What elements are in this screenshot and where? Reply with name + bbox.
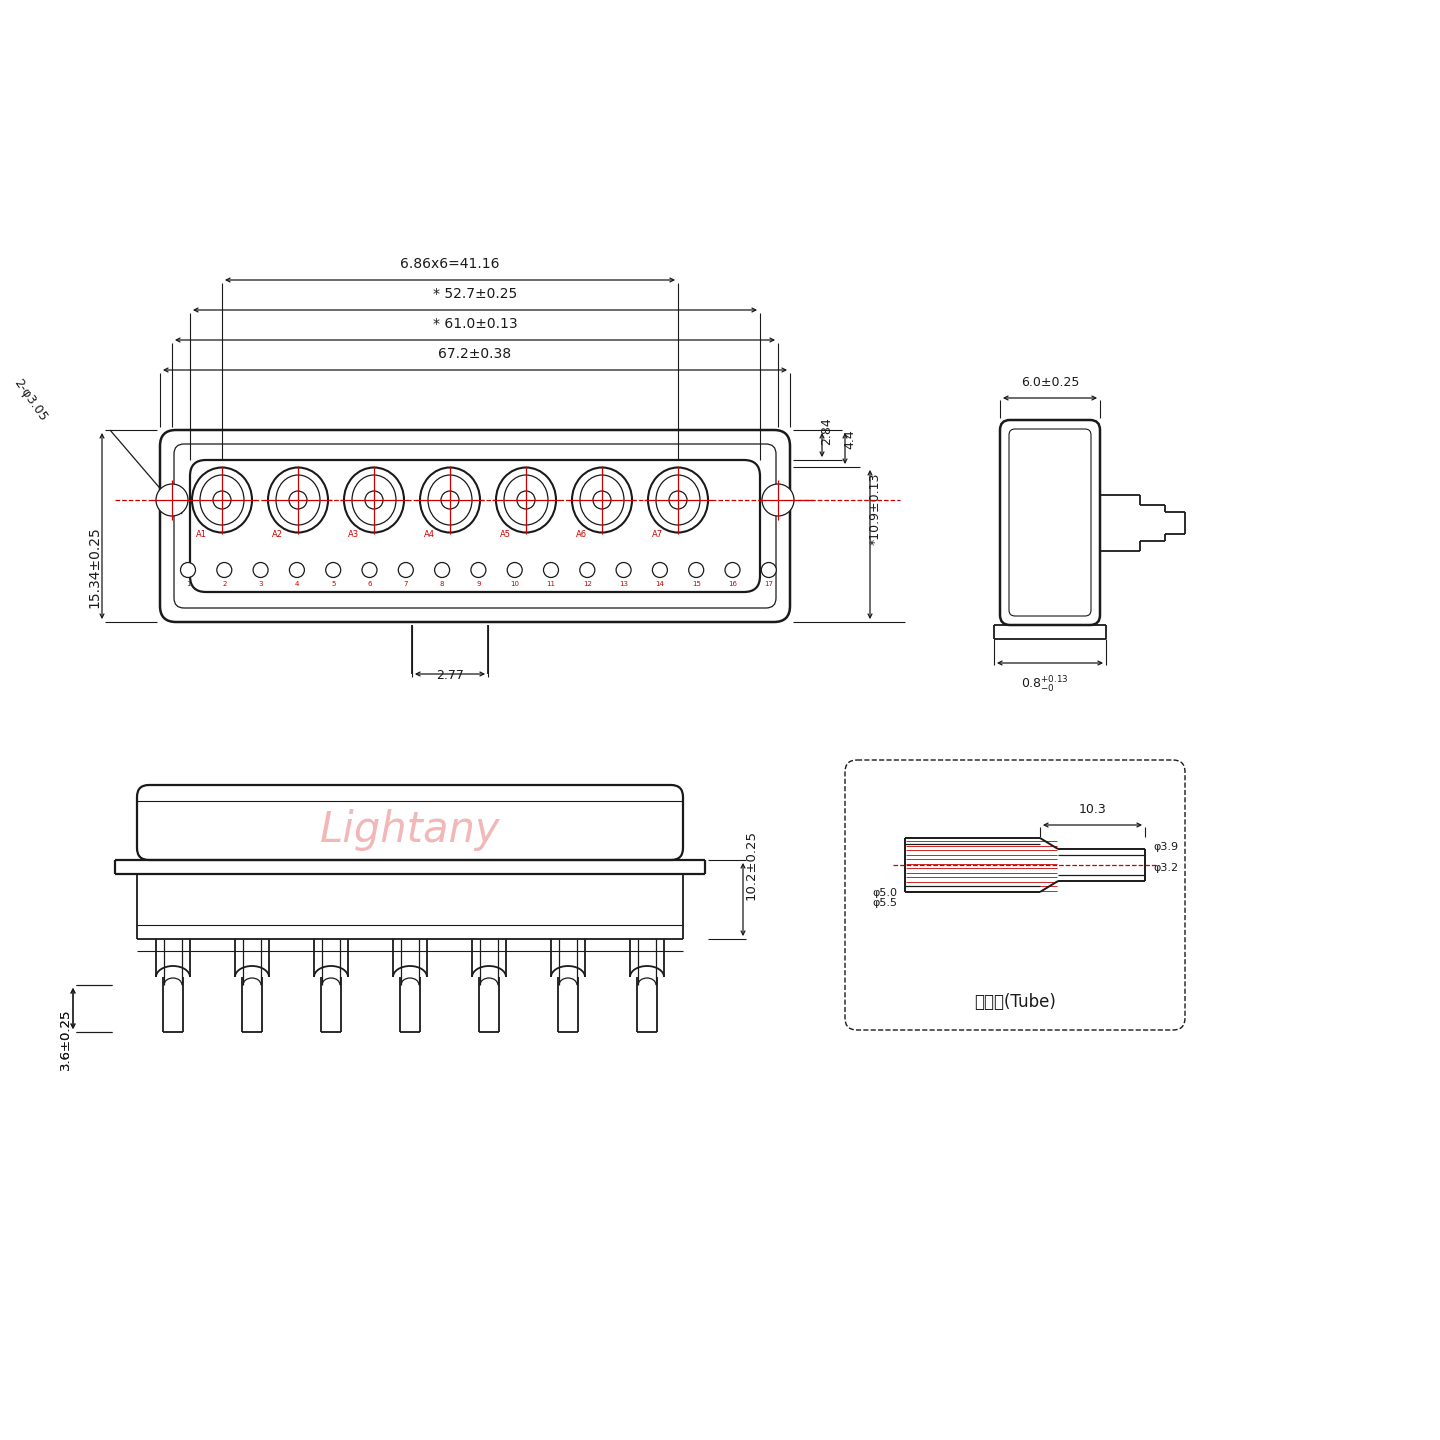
- Text: Lightany: Lightany: [320, 808, 500, 851]
- FancyBboxPatch shape: [845, 760, 1185, 1030]
- Text: 7: 7: [403, 580, 408, 588]
- Circle shape: [289, 563, 304, 577]
- Text: A3: A3: [348, 530, 359, 539]
- Circle shape: [507, 563, 523, 577]
- Text: φ3.9: φ3.9: [1153, 842, 1178, 852]
- Circle shape: [670, 491, 687, 508]
- Text: 6.0±0.25: 6.0±0.25: [1021, 376, 1079, 389]
- Circle shape: [762, 484, 793, 516]
- Ellipse shape: [657, 475, 700, 526]
- Text: 10.3: 10.3: [1079, 804, 1106, 816]
- Text: 2-φ3.05: 2-φ3.05: [12, 376, 50, 423]
- Circle shape: [156, 484, 189, 516]
- Circle shape: [441, 491, 459, 508]
- Text: 14: 14: [655, 580, 664, 588]
- Text: 10.2±0.25: 10.2±0.25: [744, 829, 757, 900]
- Circle shape: [217, 563, 232, 577]
- Text: 1: 1: [186, 580, 190, 588]
- Ellipse shape: [420, 468, 480, 533]
- FancyBboxPatch shape: [137, 785, 683, 860]
- FancyBboxPatch shape: [160, 431, 791, 622]
- Text: 17: 17: [765, 580, 773, 588]
- Circle shape: [471, 563, 485, 577]
- Ellipse shape: [428, 475, 472, 526]
- Text: 13: 13: [619, 580, 628, 588]
- Ellipse shape: [572, 468, 632, 533]
- Text: 3.6±0.25: 3.6±0.25: [59, 1008, 72, 1070]
- Circle shape: [325, 563, 341, 577]
- Ellipse shape: [648, 468, 708, 533]
- Circle shape: [399, 563, 413, 577]
- Text: 屏蔽管(Tube): 屏蔽管(Tube): [973, 994, 1056, 1011]
- Text: 6: 6: [367, 580, 372, 588]
- Text: 4: 4: [295, 580, 300, 588]
- Text: A6: A6: [576, 530, 588, 539]
- Circle shape: [180, 563, 196, 577]
- Text: * 52.7±0.25: * 52.7±0.25: [433, 287, 517, 301]
- Text: 3.6±0.25: 3.6±0.25: [59, 1008, 72, 1070]
- Text: 15.34±0.25: 15.34±0.25: [86, 526, 101, 608]
- Text: 12: 12: [583, 580, 592, 588]
- Circle shape: [435, 563, 449, 577]
- Text: A7: A7: [652, 530, 664, 539]
- Ellipse shape: [495, 468, 556, 533]
- FancyBboxPatch shape: [999, 420, 1100, 625]
- Text: 67.2±0.38: 67.2±0.38: [438, 347, 511, 361]
- Ellipse shape: [580, 475, 624, 526]
- Circle shape: [593, 491, 611, 508]
- Text: A1: A1: [196, 530, 207, 539]
- Circle shape: [361, 563, 377, 577]
- Ellipse shape: [344, 468, 405, 533]
- Ellipse shape: [276, 475, 320, 526]
- Circle shape: [543, 563, 559, 577]
- Text: 9: 9: [477, 580, 481, 588]
- Text: 5: 5: [331, 580, 336, 588]
- Text: 0.8$^{+0.13}_{-0}$: 0.8$^{+0.13}_{-0}$: [1021, 675, 1068, 696]
- Circle shape: [213, 491, 230, 508]
- Circle shape: [652, 563, 667, 577]
- Circle shape: [253, 563, 268, 577]
- Ellipse shape: [504, 475, 549, 526]
- Ellipse shape: [200, 475, 243, 526]
- Text: φ5.5: φ5.5: [873, 899, 897, 909]
- FancyBboxPatch shape: [190, 459, 760, 592]
- Text: 2.77: 2.77: [436, 670, 464, 683]
- Text: 10: 10: [510, 580, 520, 588]
- Text: A2: A2: [272, 530, 284, 539]
- Circle shape: [724, 563, 740, 577]
- Text: 16: 16: [729, 580, 737, 588]
- Text: 15: 15: [691, 580, 701, 588]
- Text: 2.84: 2.84: [821, 418, 834, 445]
- Circle shape: [688, 563, 704, 577]
- Circle shape: [762, 563, 776, 577]
- Circle shape: [289, 491, 307, 508]
- Text: 8: 8: [439, 580, 445, 588]
- Text: 2: 2: [222, 580, 226, 588]
- FancyBboxPatch shape: [174, 444, 776, 608]
- Circle shape: [517, 491, 536, 508]
- Text: φ5.0: φ5.0: [873, 888, 897, 899]
- Text: A4: A4: [423, 530, 435, 539]
- Ellipse shape: [351, 475, 396, 526]
- Text: 3: 3: [258, 580, 264, 588]
- Circle shape: [616, 563, 631, 577]
- Circle shape: [580, 563, 595, 577]
- FancyBboxPatch shape: [1009, 429, 1092, 616]
- Text: 6.86x6=41.16: 6.86x6=41.16: [400, 256, 500, 271]
- Text: *10.9±0.13: *10.9±0.13: [868, 472, 881, 544]
- Text: * 61.0±0.13: * 61.0±0.13: [432, 317, 517, 331]
- Text: 4.4: 4.4: [844, 429, 857, 448]
- Text: A5: A5: [500, 530, 511, 539]
- Ellipse shape: [192, 468, 252, 533]
- Text: φ3.2: φ3.2: [1153, 863, 1178, 873]
- Circle shape: [364, 491, 383, 508]
- Text: 11: 11: [547, 580, 556, 588]
- Ellipse shape: [268, 468, 328, 533]
